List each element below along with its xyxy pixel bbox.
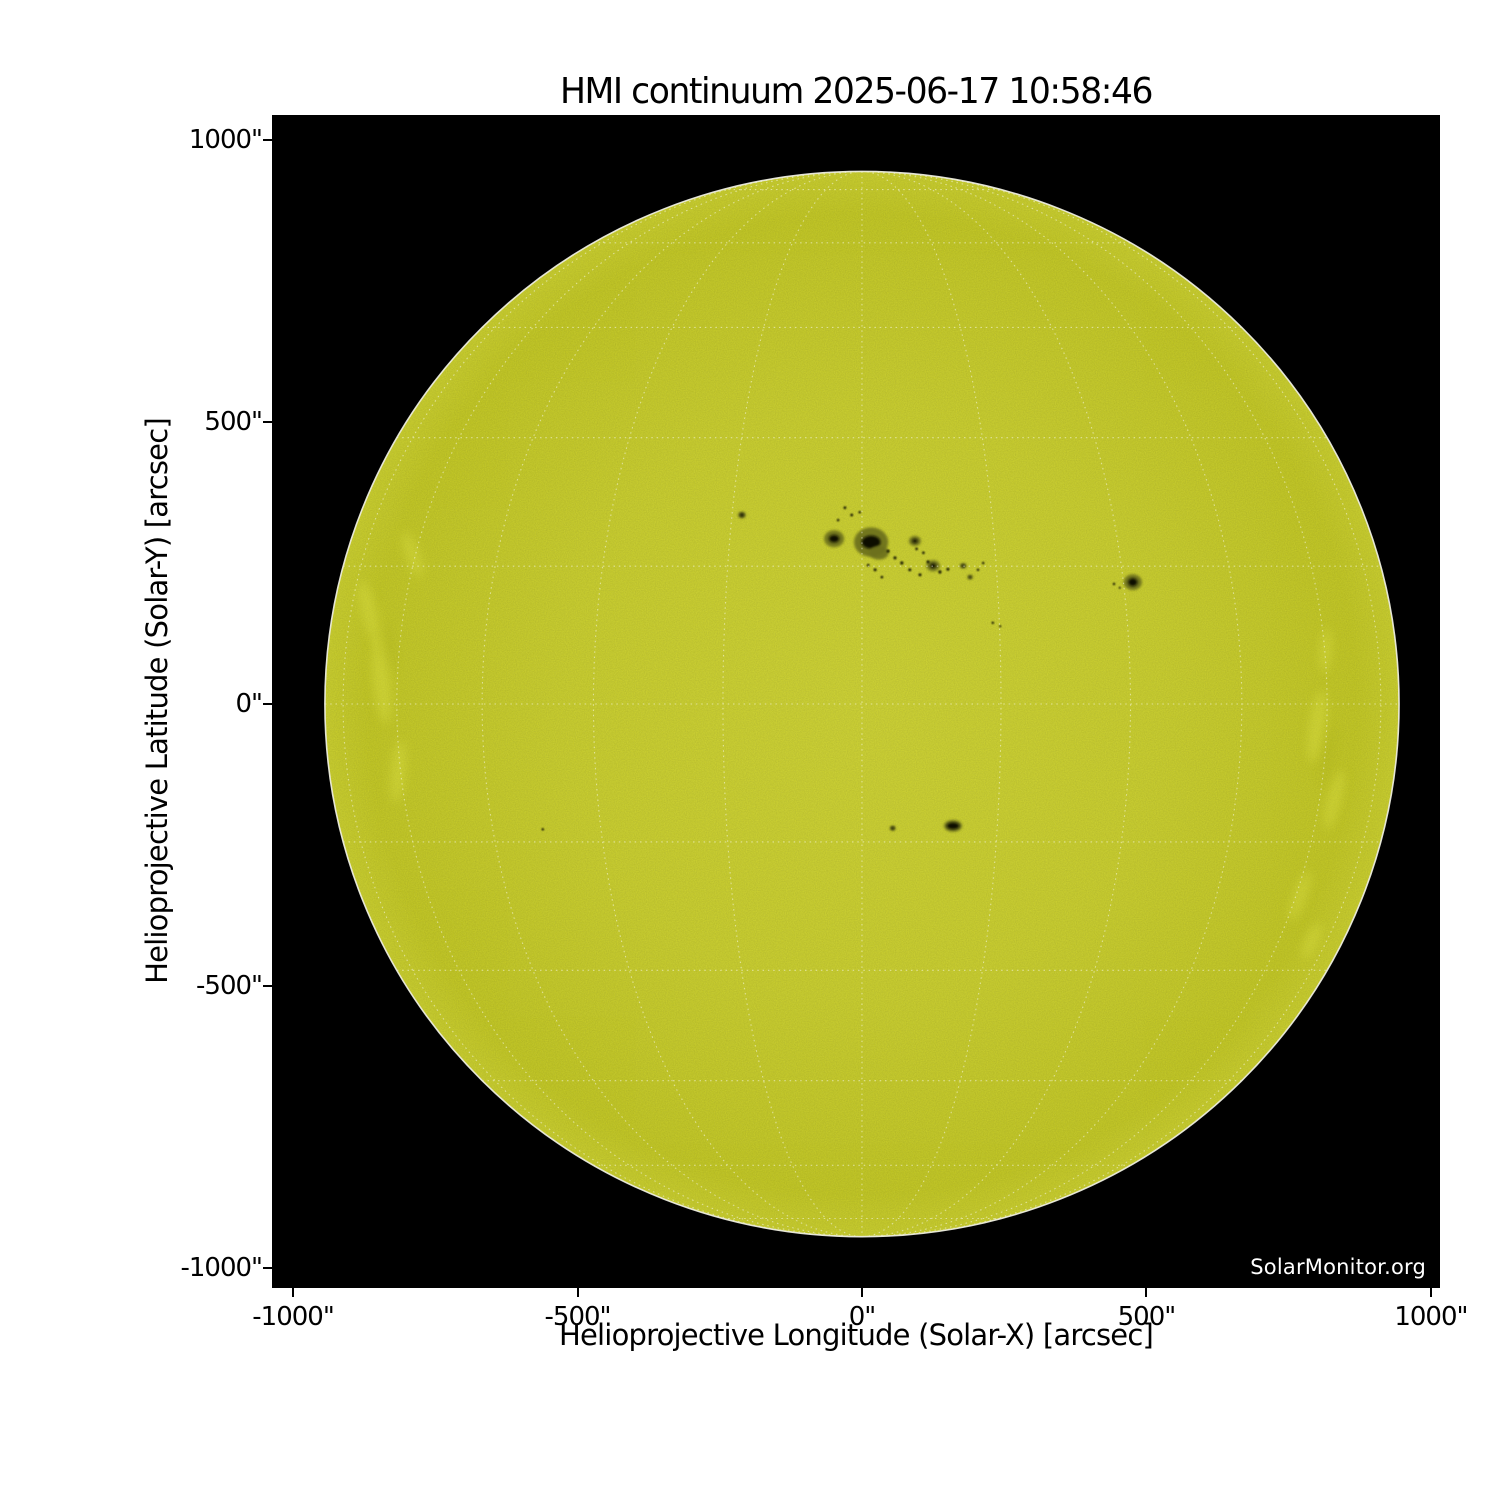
- y-tick-label: -1000": [180, 1253, 263, 1284]
- x-tick-mark: [860, 1288, 863, 1297]
- y-tick-mark: [263, 420, 272, 423]
- x-tick-label: 500": [1117, 1302, 1177, 1332]
- y-tick-label: 500": [204, 406, 263, 437]
- sun-disk-canvas: [324, 170, 1400, 1238]
- watermark-text: SolarMonitor.org: [1250, 1255, 1426, 1279]
- x-tick-mark: [1145, 1288, 1148, 1297]
- y-tick-label: -500": [196, 971, 263, 1002]
- x-tick-label: 0": [848, 1302, 877, 1332]
- x-tick-label: 1000": [1394, 1302, 1468, 1332]
- figure-title: HMI continuum 2025-06-17 10:58:46: [559, 71, 1154, 112]
- solar-image-plot: SolarMonitor.org: [272, 115, 1440, 1288]
- x-tick-mark: [1429, 1288, 1432, 1297]
- y-tick-mark: [263, 703, 272, 706]
- x-tick-label: -500": [544, 1302, 612, 1332]
- x-tick-mark: [292, 1288, 295, 1297]
- y-tick-mark: [263, 138, 272, 141]
- x-tick-mark: [576, 1288, 579, 1297]
- x-axis-label: Helioprojective Longitude (Solar-X) [arc…: [559, 1318, 1154, 1352]
- y-tick-label: 1000": [188, 124, 263, 155]
- y-tick-mark: [263, 1267, 272, 1270]
- y-tick-label: 0": [235, 689, 263, 720]
- y-tick-mark: [263, 985, 272, 988]
- x-tick-label: -1000": [252, 1302, 335, 1332]
